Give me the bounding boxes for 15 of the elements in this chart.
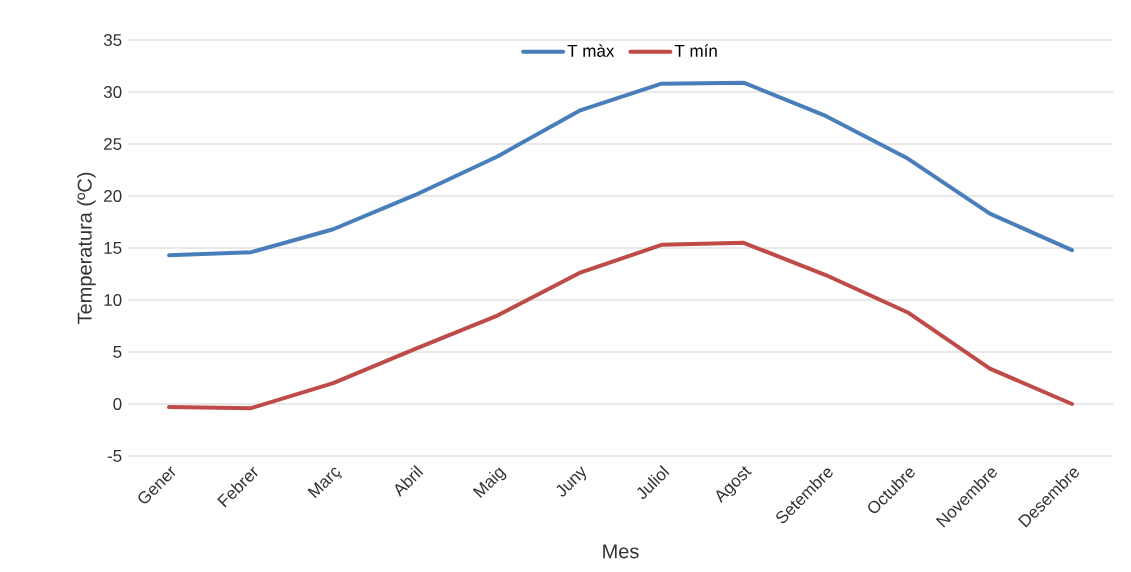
y-tick-label: 10 bbox=[104, 293, 122, 307]
legend-label: T màx bbox=[567, 44, 615, 57]
y-tick-label: 5 bbox=[113, 346, 122, 358]
y-tick-label: 35 bbox=[103, 33, 122, 47]
y-axis-title: Temperatura (ºC) bbox=[77, 172, 96, 324]
legend-label: T mín bbox=[674, 44, 717, 57]
line-series bbox=[167, 80, 1074, 258]
y-tick-label: 30 bbox=[103, 85, 122, 99]
y-tick-label: -5 bbox=[107, 450, 122, 462]
x-axis-title: Mes bbox=[603, 544, 639, 559]
y-tick-label: 0 bbox=[113, 397, 122, 411]
y-tick-label: 20 bbox=[104, 189, 122, 203]
line-series bbox=[167, 240, 1074, 411]
y-tick-label: 25 bbox=[104, 137, 122, 151]
y-tick-label: 15 bbox=[104, 242, 122, 254]
